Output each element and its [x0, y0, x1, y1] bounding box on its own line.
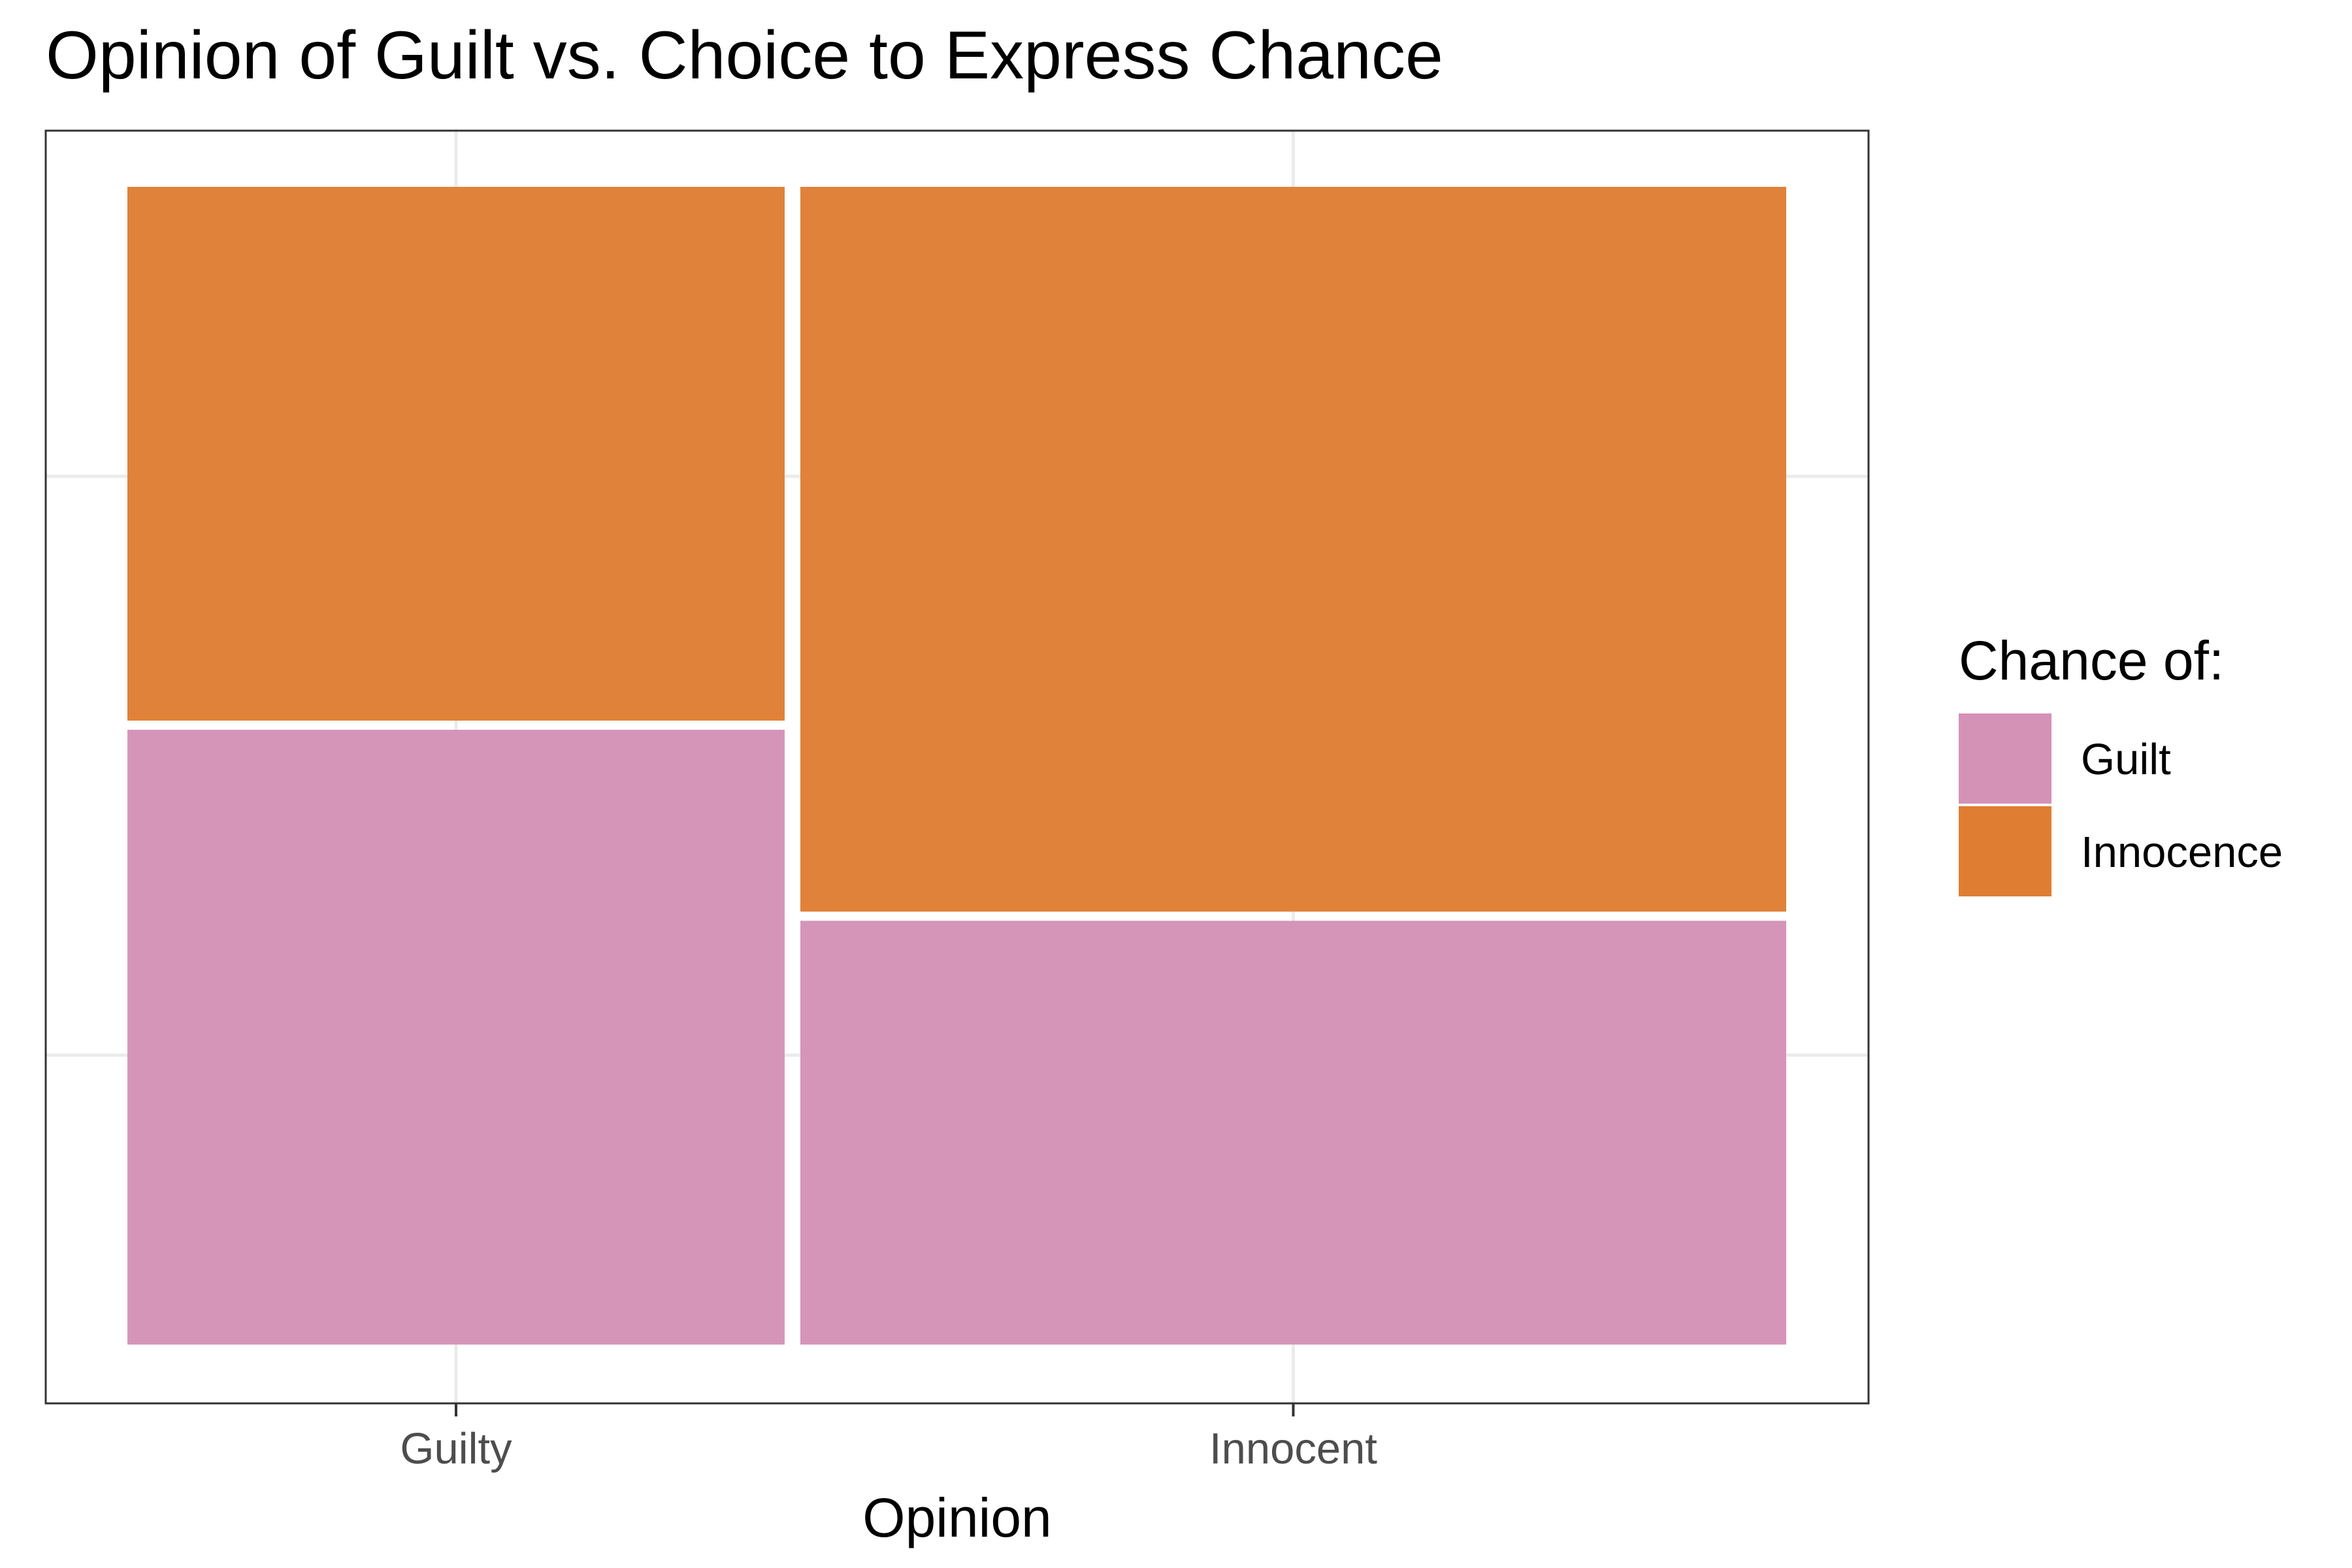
- panel-border: [44, 129, 1870, 1405]
- mosaic-tiles: [127, 187, 1786, 1345]
- plot-panel: [44, 129, 1870, 1405]
- chart-title: Opinion of Guilt vs. Choice to Express C…: [46, 18, 1443, 93]
- x-axis-title: Opinion: [862, 1487, 1052, 1548]
- tile-innocent-guilt: [800, 921, 1786, 1345]
- legend-title: Chance of:: [1959, 630, 2224, 691]
- tile-guilty-innocence: [127, 187, 785, 721]
- x-axis: Guilty Innocent: [400, 1403, 1377, 1473]
- legend: Chance of: Guilt Innocence: [1959, 630, 2283, 896]
- legend-key-innocence: [1959, 806, 2051, 896]
- x-tick-label-innocent: Innocent: [1209, 1424, 1377, 1473]
- x-tick-label-guilty: Guilty: [400, 1424, 512, 1473]
- legend-label-innocence: Innocence: [2081, 828, 2283, 877]
- legend-label-guilt: Guilt: [2081, 735, 2171, 784]
- tile-guilty-guilt: [127, 729, 785, 1345]
- legend-key-guilt: [1959, 713, 2051, 804]
- tile-innocent-innocence: [800, 187, 1786, 912]
